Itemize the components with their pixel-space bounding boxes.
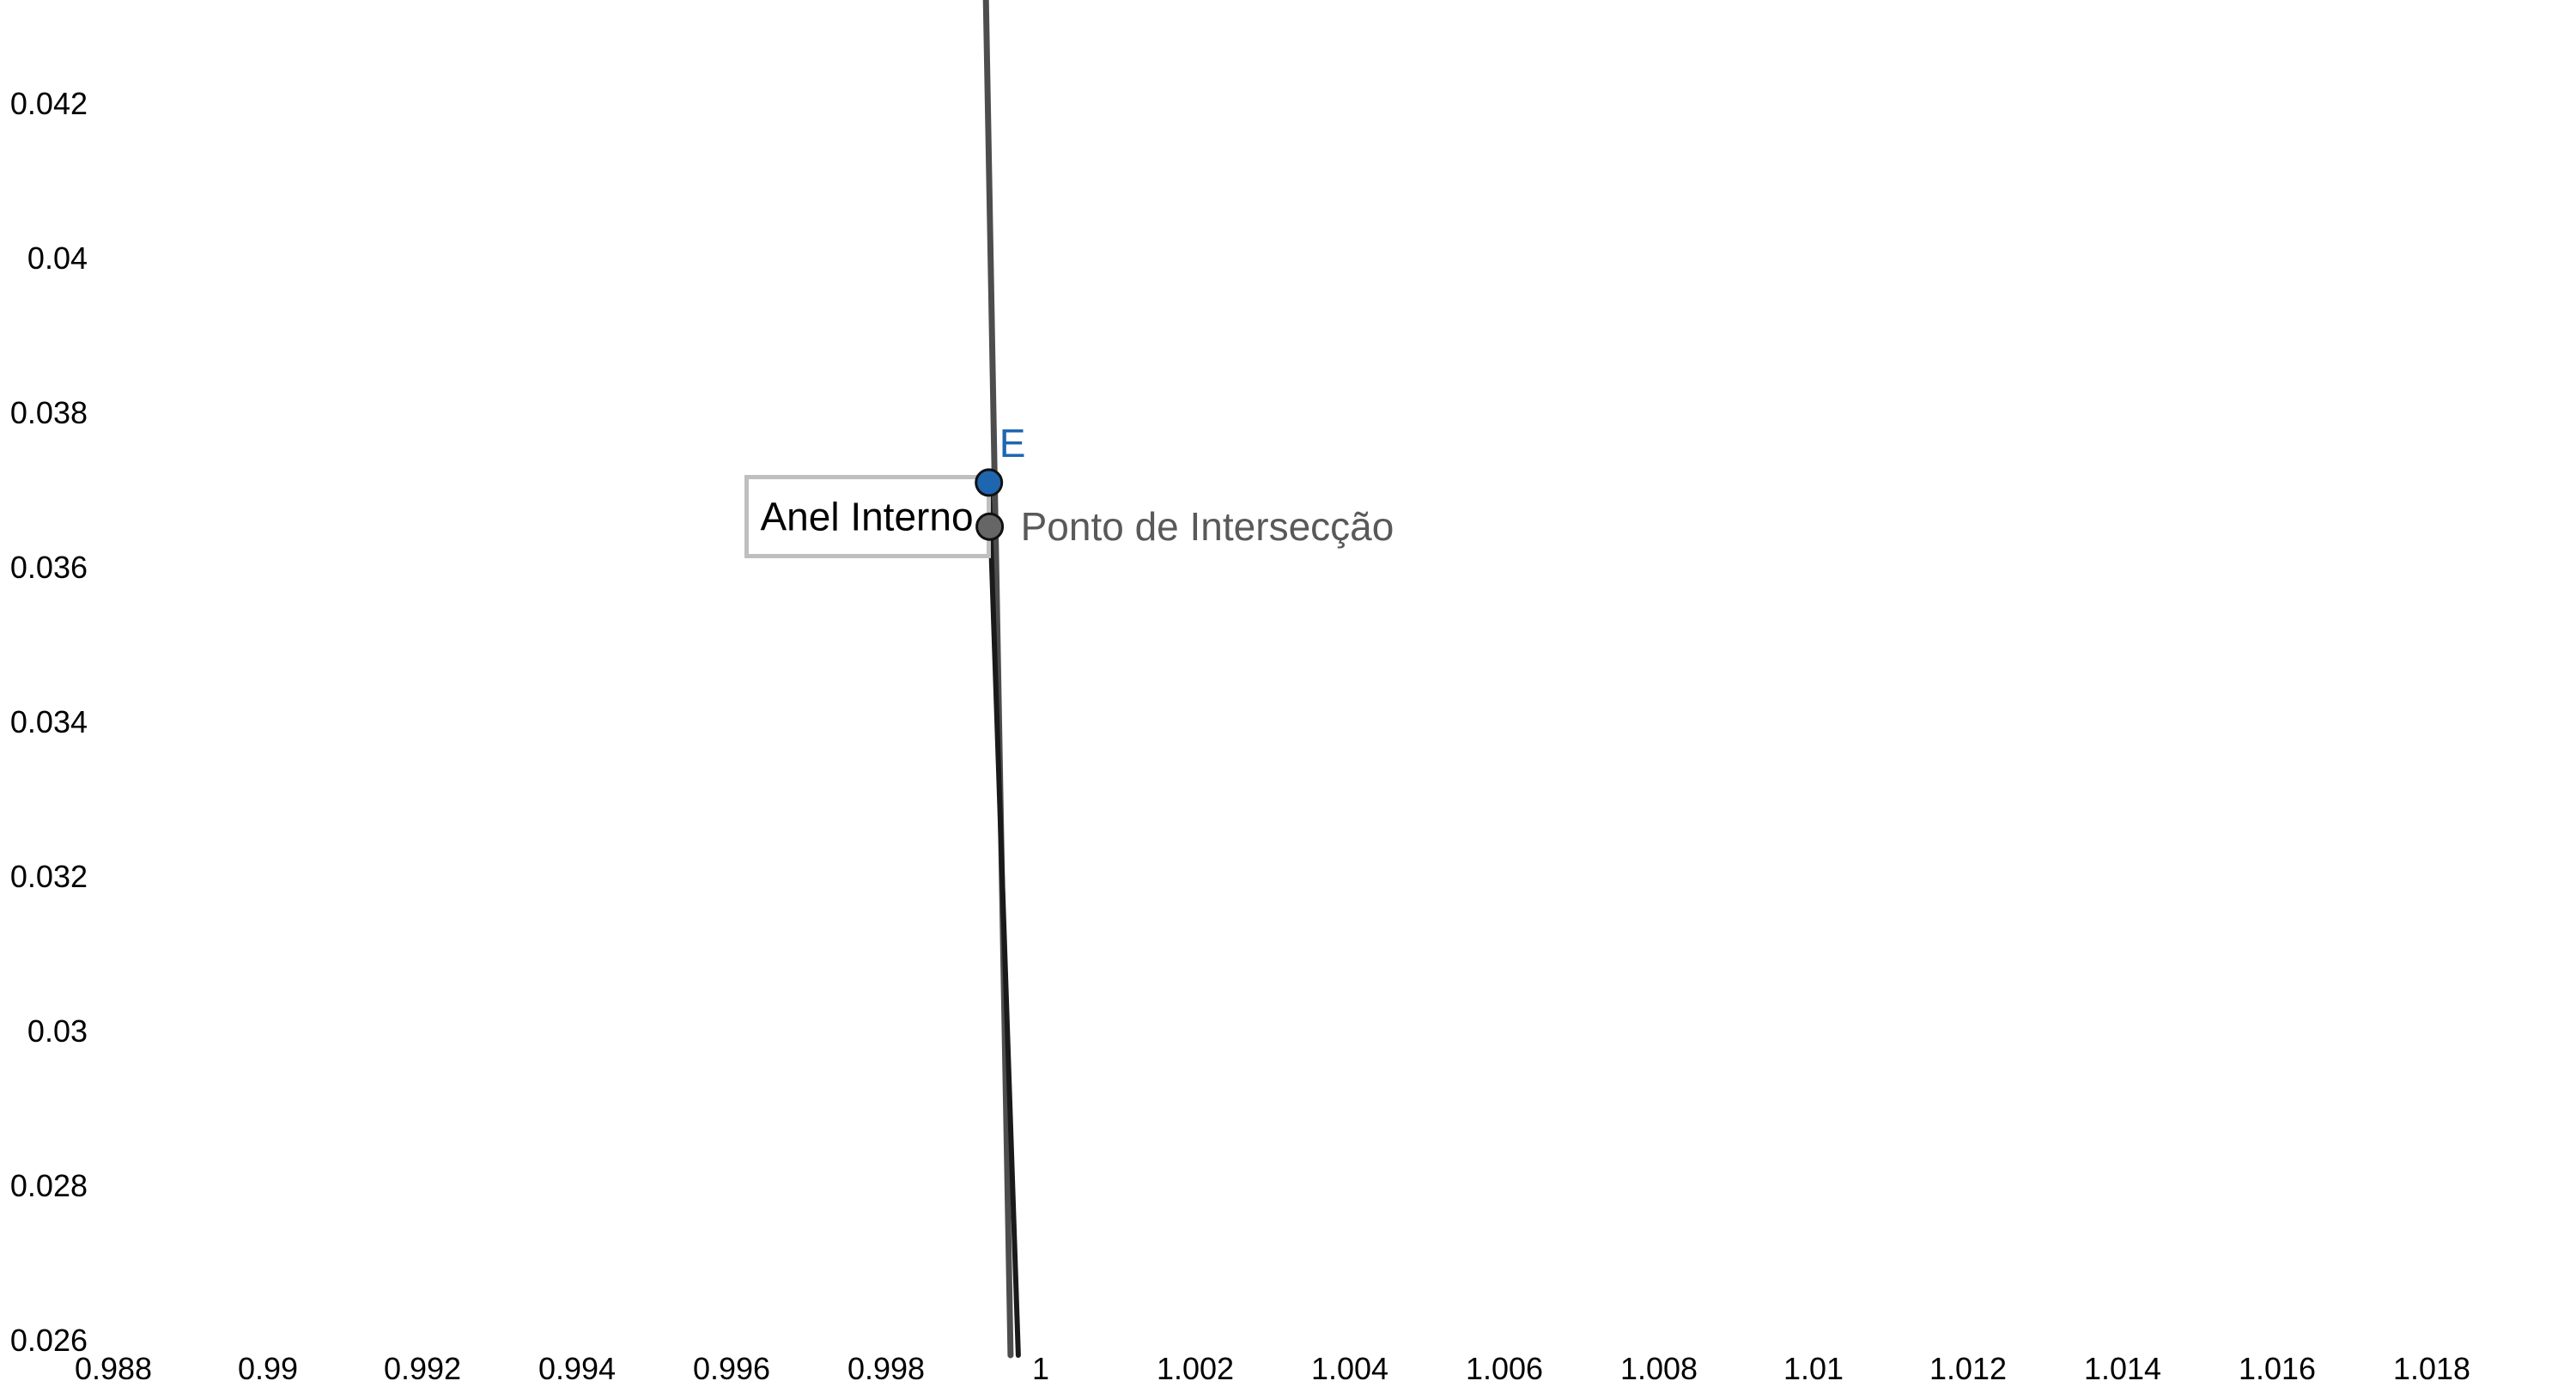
- point-e-label: E: [999, 421, 1026, 465]
- points-layer: E Ponto de Intersecção: [975, 421, 1394, 549]
- x-tick-label: 1.006: [1466, 1351, 1543, 1386]
- x-axis-tick-labels: 0.988 0.99 0.992 0.994 0.996 0.998 1 1.002 1.004…: [75, 1351, 2470, 1386]
- x-tick-label: 1.016: [2239, 1351, 2316, 1386]
- point-e[interactable]: [975, 468, 1004, 497]
- y-tick-label: 0.04: [27, 240, 88, 276]
- caption-text: Anel Interno: [760, 495, 973, 539]
- x-tick-label: 0.994: [538, 1351, 616, 1386]
- curves-layer: [982, 0, 1021, 1359]
- y-tick-label: 0.028: [10, 1168, 88, 1203]
- x-tick-label: 0.996: [693, 1351, 770, 1386]
- curve-1[interactable]: [982, 0, 1014, 1359]
- x-tick-label: 1.002: [1157, 1351, 1234, 1386]
- x-tick-label: 1.004: [1311, 1351, 1388, 1386]
- y-tick-label: 0.032: [10, 859, 88, 894]
- x-tick-label: 0.998: [848, 1351, 925, 1386]
- x-tick-label: 0.99: [238, 1351, 298, 1386]
- y-tick-label: 0.03: [27, 1013, 88, 1049]
- y-axis-tick-labels: 0.026 0.028 0.03 0.032 0.034 0.036 0.038 0.04 0.…: [10, 86, 88, 1358]
- caption-anel-interno[interactable]: Anel Interno: [744, 475, 991, 558]
- x-tick-label: 1.018: [2393, 1351, 2470, 1386]
- y-tick-label: 0.038: [10, 395, 88, 430]
- y-tick-label: 0.026: [10, 1323, 88, 1358]
- point-intersection-label: Ponto de Intersecção: [1021, 504, 1394, 549]
- x-tick-label: 0.992: [384, 1351, 461, 1386]
- x-tick-label: 1: [1032, 1351, 1049, 1386]
- curve-2[interactable]: [986, 479, 1021, 1358]
- x-tick-label: 0.988: [75, 1351, 152, 1386]
- point-intersection[interactable]: [975, 512, 1005, 541]
- x-tick-label: 1.012: [1929, 1351, 2007, 1386]
- x-tick-label: 1.008: [1620, 1351, 1698, 1386]
- x-tick-label: 1.014: [2084, 1351, 2161, 1386]
- y-tick-label: 0.042: [10, 86, 88, 121]
- y-tick-label: 0.036: [10, 550, 88, 585]
- y-tick-label: 0.034: [10, 704, 88, 739]
- x-tick-label: 1.01: [1783, 1351, 1844, 1386]
